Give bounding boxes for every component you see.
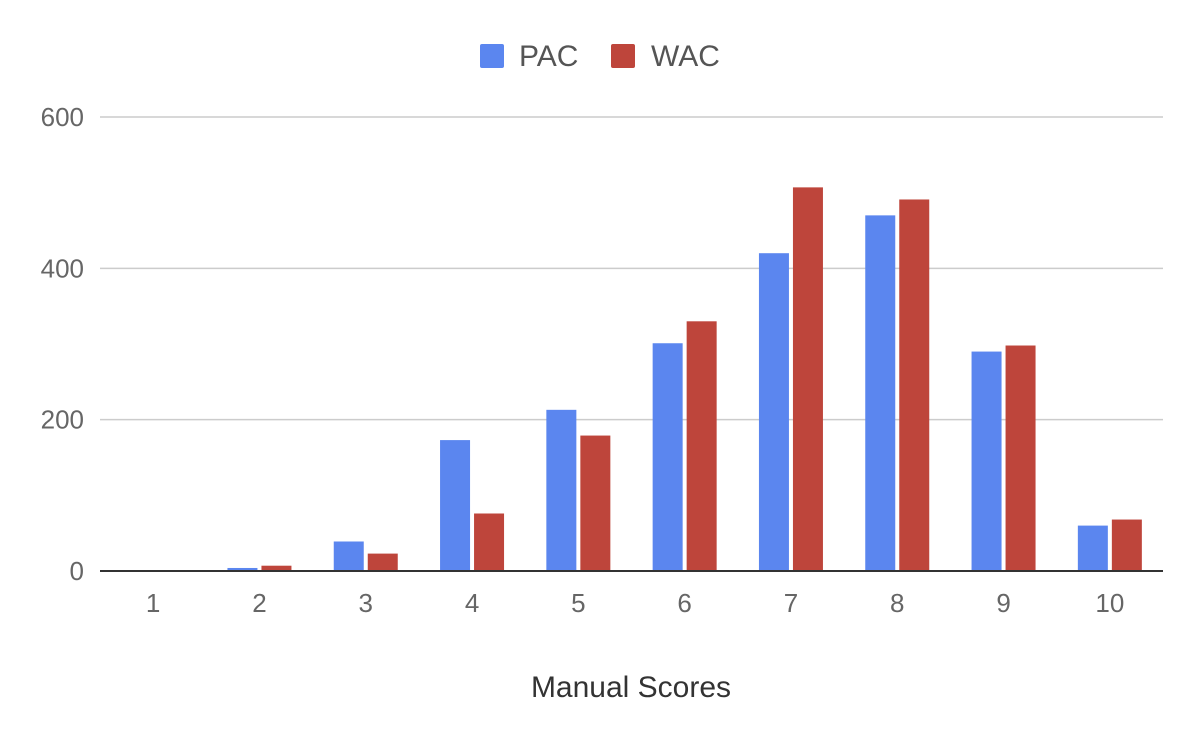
bar-pac-5 [546,409,577,571]
x-tick-label-3: 3 [359,588,373,618]
bar-pac-6 [652,343,683,571]
x-tick-label-8: 8 [890,588,904,618]
bar-pac-8 [865,215,896,571]
x-axis-ticks: 1 2 3 4 5 6 7 8 9 10 [146,588,1124,618]
x-tick-label-10: 10 [1095,588,1124,618]
bar-wac-6 [686,321,717,571]
bar-wac-10 [1111,519,1142,571]
legend: PAC WAC [480,40,720,73]
legend-swatch-pac [480,44,504,68]
y-tick-label-600: 600 [41,102,84,132]
bar-wac-8 [899,199,930,571]
bar-wac-3 [367,553,398,571]
legend-label-pac: PAC [519,40,578,73]
bar-wac-2 [261,565,292,571]
x-tick-label-4: 4 [465,588,479,618]
x-tick-label-1: 1 [146,588,160,618]
bar-wac-7 [792,187,823,571]
bar-pac-4 [440,440,471,571]
x-tick-label-6: 6 [677,588,691,618]
x-tick-label-5: 5 [571,588,585,618]
gridlines [100,116,1163,421]
bar-wac-4 [474,513,505,571]
x-tick-label-2: 2 [252,588,266,618]
x-tick-label-9: 9 [996,588,1010,618]
bar-pac-7 [758,253,789,571]
bar-pac-9 [971,351,1002,571]
bar-pac-3 [333,541,364,571]
legend-label-wac: WAC [651,40,720,73]
y-tick-label-0: 0 [70,556,84,586]
legend-swatch-wac [611,44,635,68]
y-axis-ticks: 0 200 400 600 [41,102,84,586]
bar-wac-5 [580,435,611,571]
bars [121,187,1142,571]
bar-pac-10 [1077,525,1108,571]
x-axis-title: Manual Scores [531,671,731,704]
y-tick-label-200: 200 [41,405,84,435]
x-tick-label-7: 7 [784,588,798,618]
bar-wac-9 [1005,345,1036,571]
y-tick-label-400: 400 [41,253,84,283]
bar-pac-2 [227,567,258,571]
